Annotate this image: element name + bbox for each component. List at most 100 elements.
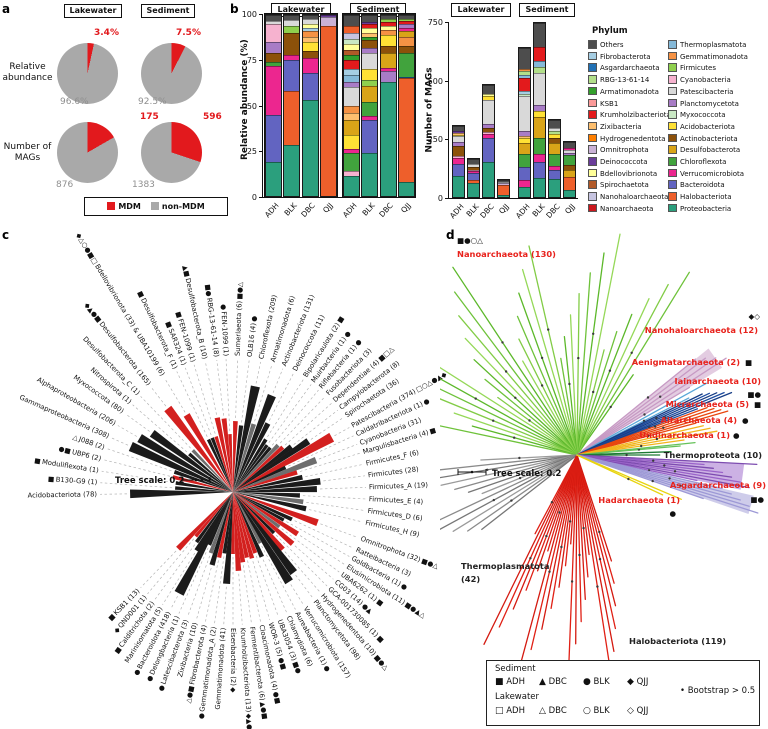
phylum-swatch [588,157,597,166]
panel-a-row1-label: Relative abundance [2,62,53,83]
leader-line [164,377,186,413]
site-shape-icon: ● [583,677,591,687]
bootstrap-dot [662,426,665,429]
bar-segment-spirochaetota [344,49,359,55]
site-shape-icon: ◆ [627,677,634,687]
y-tick-mark [445,22,448,23]
tree-branch-nanoarchaeota [471,425,578,456]
tree-branch-wedge [233,457,318,492]
tree-branch-thermoplasmatota [481,454,578,531]
bar-segment-cyanobacteria [468,169,479,171]
tree-branch-asgardarchaeota [576,454,723,490]
pie-nonmdm-value: 1383 [132,180,155,190]
tree-branch-wedge [233,492,304,505]
bar-segment-verrucomicrobiota [468,170,479,173]
bar-segment-patescibacteria [564,149,575,153]
bar-segment-planctomycetota [380,71,396,82]
leader-line [334,427,350,437]
phylum-legend-item: Chloroflexota [668,157,726,166]
tree-branch-nanohaloarchaeota [576,358,697,456]
phylum-name: Proteobacteria [680,204,732,213]
tree-branch-wedge [233,438,311,492]
tree-branch-nanoarchaeota [453,291,578,456]
bar-segment-proteobacteria [549,178,560,197]
stacked-bar-sediment-adh [518,46,531,198]
tree-branch-wedge [233,478,321,492]
tree-branch-nanoarchaeota [576,283,669,456]
stacked-bar-sediment-qjj [397,14,415,197]
bootstrap-dot [592,390,595,394]
bar-segment-thermoplasmatota [344,74,359,83]
phylum-legend-item: Firmicutes [668,63,716,72]
bar-segment-gemmatimonadota [380,29,396,35]
phylum-swatch [588,121,597,131]
tree-branch-halobacteriota [498,454,578,628]
bootstrap-dot [640,444,643,448]
bar-segment-gemmatimonadota [344,105,359,113]
bar-segment-gemmatimonadota [302,31,318,37]
bar-segment-chloroflexota [266,62,281,66]
site-symbols: ● [669,509,676,518]
tree-branch-wedge [233,446,272,492]
phylum-swatch [668,180,677,189]
bar-segment-patescibacteria [498,181,509,184]
phylum-legend-item: Bacteroidota [668,180,725,189]
bar-segment-patescibacteria [468,163,479,168]
bar-segment-desulfobacterota [362,85,378,102]
leader-line [261,545,296,610]
tree-branch-wedge [233,423,256,492]
phylum-name: Hydrogenedentota [600,134,666,143]
tree-branch-nanoarchaeota [518,338,578,456]
tree-branch-wedge [233,421,238,492]
tree-branch-wedge [233,444,269,492]
bar-segment-thermoplasmatota [519,75,530,79]
phylum-legend-item: Asgardarchaeota [588,63,660,72]
bootstrap-dot [518,456,521,460]
tree-branch-wedge [233,492,276,535]
bootstrap-dot [474,397,477,400]
pie-mdm-value: 596 [203,112,222,122]
bar-segment-actinobacteriota [549,137,560,144]
panel-a-row2-label: Number of MAGs [3,142,52,163]
bar-segment-bacteroidota [519,166,530,180]
bar-segment-patescibacteria [549,128,560,131]
bootstrap-dot [609,405,612,409]
bar-segment-desulfobacterota [564,169,575,177]
leader-line [132,404,188,453]
bar-segment-planctomycetota [483,123,494,129]
y-tick-mark [259,14,262,15]
bar-segment-actinobacteriota [564,165,575,170]
phylum-name: Desulfobacterota [680,146,741,155]
bar-segment-others [549,120,560,129]
tree-branch-wedge [233,492,246,563]
tree-branch-thermoplasmatota [440,454,578,521]
panel-d-label: d [446,228,455,242]
mdm-swatch [107,202,116,210]
tree-branch-halobacteriota [525,454,578,591]
tree-branch-halobacteriota [576,454,613,562]
bar-segment-bacteroidota [362,119,378,153]
bar-segment-planctomycetota [453,142,464,147]
bootstrap-dot [568,520,572,523]
bootstrap-dot [545,534,548,538]
bar-segment-acidobacteriota [453,134,464,137]
bar-segment-halobacteriota [498,184,509,196]
clade-label: Thermoproteota (10) [664,450,762,460]
taxon-label: Eisenbacteria (2) ◆ [229,628,237,693]
tree-branch-nanohaloarchaeota [576,357,707,456]
legend-sediment-row: ■ ADH ▲ DBC ● BLK ◆ QJJ [495,677,685,687]
bootstrap-dot [663,464,666,467]
tree-branch-nanoarchaeota [576,271,690,456]
bar-segment-rbg-13-61-14 [519,70,530,76]
clade-label: Hadarchaeota (1) [598,495,680,505]
bar-segment-krumholzibacteriota [534,47,545,62]
taxon-label: ● FEN-1099 (1) [219,304,230,357]
tree-branch-nanoarchaeota [453,412,578,456]
bar-segment-verrucomicrobiota [344,148,359,153]
bar-segment-others [453,126,464,131]
bar-segment-patescibacteria [362,53,378,70]
tree-branch-nanoarchaeota [576,292,580,456]
bar-segment-acidobacteriota [362,69,378,81]
bar-segment-actinobacteriota [468,167,479,170]
bootstrap-dot [673,470,677,473]
